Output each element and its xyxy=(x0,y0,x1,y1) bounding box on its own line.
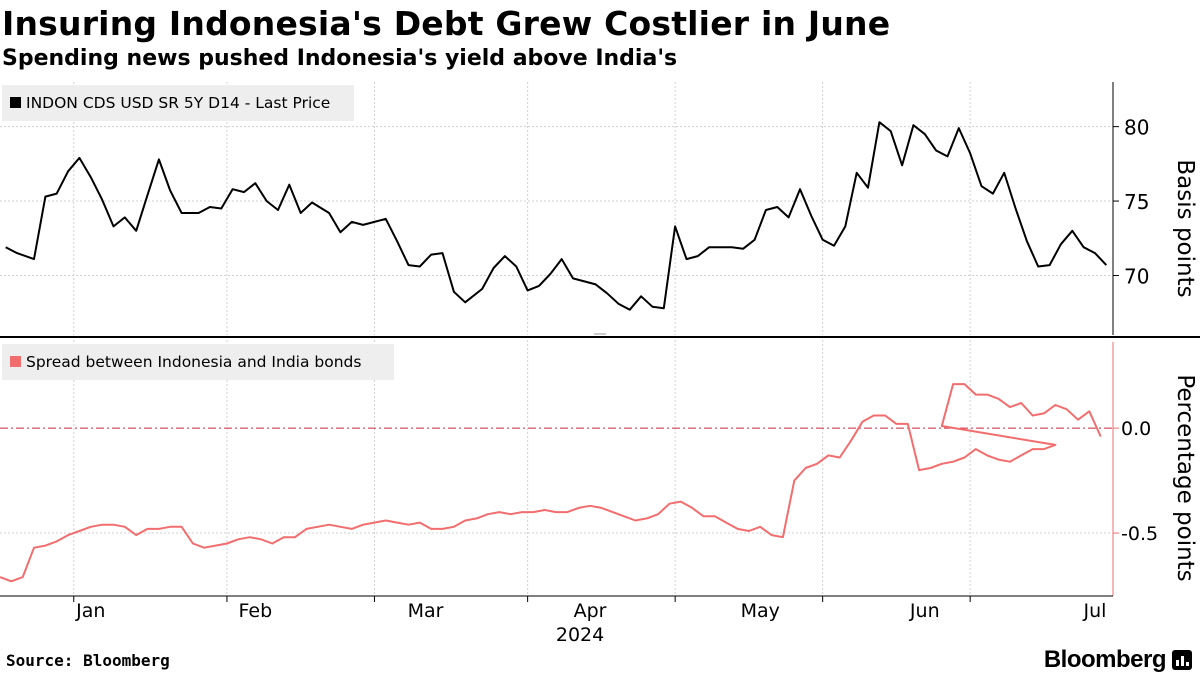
y-tick-label-bottom: 0.0 xyxy=(1121,418,1151,440)
y-axis-title-top: Basis points xyxy=(1172,159,1198,297)
x-axis-year-label: 2024 xyxy=(556,624,604,646)
bloomberg-terminal-icon xyxy=(1172,650,1192,670)
cds-series-line xyxy=(5,121,1108,311)
source-note: Source: Bloomberg xyxy=(6,651,170,670)
x-tick-label: Feb xyxy=(238,600,272,622)
chart-title: Insuring Indonesia's Debt Grew Costlier … xyxy=(2,4,891,43)
y-tick-label-top: 80 xyxy=(1124,116,1149,140)
legend-bottom-label: Spread between Indonesia and India bonds xyxy=(26,353,361,371)
y-tick-label-top: 75 xyxy=(1124,190,1149,214)
y-tick-label-bottom: -0.5 xyxy=(1121,523,1158,545)
legend-top-label: INDON CDS USD SR 5Y D14 - Last Price xyxy=(26,94,330,112)
x-tick-label: Jul xyxy=(1083,600,1107,622)
x-tick-label: Apr xyxy=(574,600,607,622)
bloomberg-logo: Bloomberg xyxy=(1043,646,1167,673)
x-tick-label: Jan xyxy=(75,600,105,622)
x-tick-label: May xyxy=(741,600,780,622)
y-tick-label-top: 70 xyxy=(1124,264,1149,288)
x-tick-label: Mar xyxy=(408,600,444,622)
spread-series-line xyxy=(0,383,1102,583)
legend-bottom-bg xyxy=(2,344,394,380)
y-axis-title-bottom: Percentage points xyxy=(1172,374,1198,581)
legend-bottom-swatch xyxy=(10,356,21,367)
x-tick-label: Jun xyxy=(909,600,940,622)
legend-top-bg xyxy=(2,85,354,121)
legend-top-swatch xyxy=(10,97,21,108)
chart-subtitle: Spending news pushed Indonesia's yield a… xyxy=(2,46,678,71)
